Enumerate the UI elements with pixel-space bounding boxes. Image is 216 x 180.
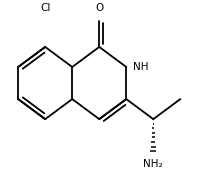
Text: Cl: Cl — [40, 3, 50, 13]
Text: NH: NH — [133, 62, 148, 72]
Text: NH₂: NH₂ — [143, 159, 163, 169]
Text: O: O — [95, 3, 103, 13]
